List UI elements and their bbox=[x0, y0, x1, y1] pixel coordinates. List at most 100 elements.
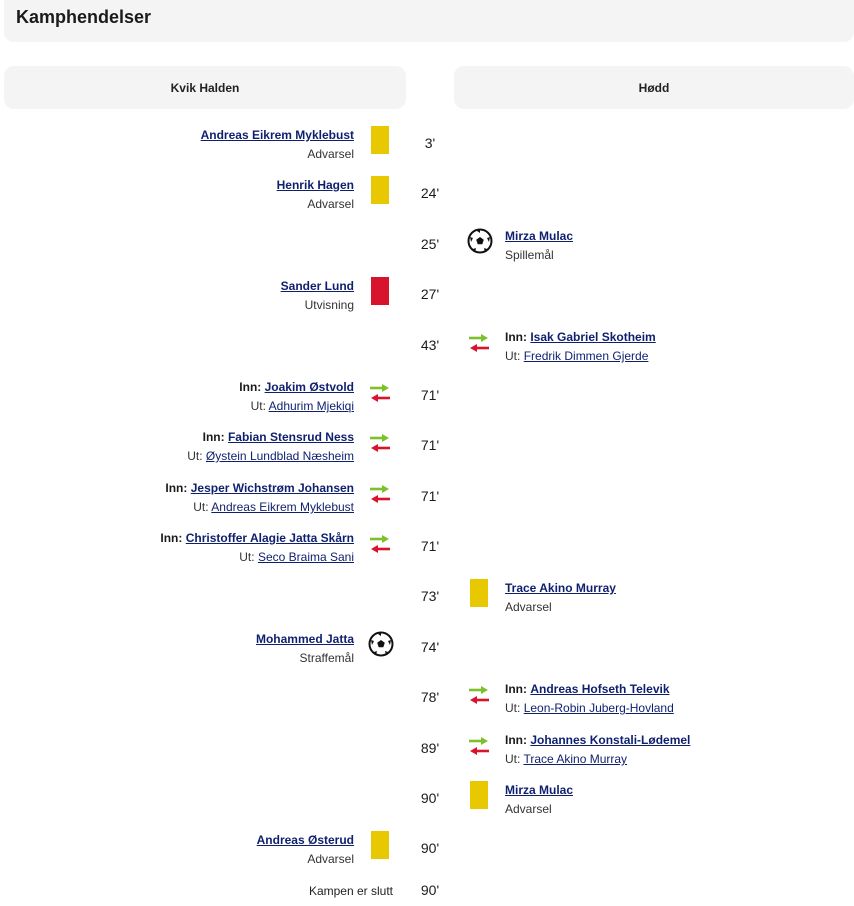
event-details: Henrik Hagen Advarsel bbox=[277, 176, 354, 214]
event-minute: 43' bbox=[410, 334, 450, 356]
sub-out-label: Ut: bbox=[239, 550, 254, 564]
player-line: Andreas Østerud bbox=[257, 831, 354, 850]
event-row: 90' Andreas Østerud Advarsel bbox=[0, 831, 854, 881]
substitution-details: Inn: Andreas Hofseth Televik Ut: Leon-Rob… bbox=[505, 680, 674, 718]
substitution-details: Inn: Joakim Østvold Ut: Adhurim Mjekiqi bbox=[239, 378, 354, 416]
sub-in-label: Inn: bbox=[239, 380, 261, 394]
player-link[interactable]: Andreas Eikrem Myklebust bbox=[201, 128, 354, 142]
substitution-details: Inn: Fabian Stensrud Ness Ut: Øystein Lun… bbox=[187, 428, 354, 466]
player-out-link[interactable]: Andreas Eikrem Myklebust bbox=[211, 500, 354, 514]
match-end-label: Kampen er slutt bbox=[309, 880, 393, 902]
event-row: 73' Trace Akino Murray Advarsel bbox=[0, 579, 854, 629]
event-row: 90' Kampen er slutt bbox=[0, 880, 854, 906]
sub-out-line: Ut: Øystein Lundblad Næsheim bbox=[187, 447, 354, 466]
event-icon-slot bbox=[369, 428, 391, 458]
player-in-link[interactable]: Isak Gabriel Skotheim bbox=[530, 330, 655, 344]
event-icon-slot bbox=[468, 227, 490, 257]
sub-out-line: Ut: Trace Akino Murray bbox=[505, 750, 690, 769]
event-description: Straffemål bbox=[256, 649, 354, 668]
event-row: 71' Inn: Jesper Wichstrøm Johansen Ut: And… bbox=[0, 479, 854, 529]
sub-in-line: Inn: Andreas Hofseth Televik bbox=[505, 680, 674, 699]
player-line: Mirza Mulac bbox=[505, 781, 573, 800]
event-minute: 73' bbox=[410, 585, 450, 607]
sub-in-line: Inn: Jesper Wichstrøm Johansen bbox=[165, 479, 354, 498]
player-in-link[interactable]: Andreas Hofseth Televik bbox=[530, 682, 669, 696]
substitution-details: Inn: Isak Gabriel Skotheim Ut: Fredrik Di… bbox=[505, 328, 656, 366]
sub-in-label: Inn: bbox=[160, 531, 182, 545]
page-title: Kamphendelser bbox=[16, 7, 151, 28]
event-minute: 71' bbox=[410, 535, 450, 557]
substitution-icon bbox=[468, 685, 490, 705]
player-out-link[interactable]: Fredrik Dimmen Gjerde bbox=[524, 349, 649, 363]
yellow-card-icon bbox=[371, 126, 389, 154]
player-out-link[interactable]: Leon-Robin Juberg-Hovland bbox=[524, 701, 674, 715]
event-minute: 71' bbox=[410, 485, 450, 507]
event-row: 71' Inn: Fabian Stensrud Ness Ut: Øystein … bbox=[0, 428, 854, 478]
player-in-link[interactable]: Jesper Wichstrøm Johansen bbox=[191, 481, 354, 495]
player-line: Trace Akino Murray bbox=[505, 579, 616, 598]
event-description: Spillemål bbox=[505, 246, 573, 265]
player-in-link[interactable]: Christoffer Alagie Jatta Skårn bbox=[186, 531, 354, 545]
event-description: Advarsel bbox=[201, 145, 354, 164]
sub-out-line: Ut: Andreas Eikrem Myklebust bbox=[165, 498, 354, 517]
event-icon-slot bbox=[369, 479, 391, 509]
player-out-link[interactable]: Seco Braima Sani bbox=[258, 550, 354, 564]
event-details: Mirza Mulac Advarsel bbox=[505, 781, 573, 819]
event-row: 43' Inn: Isak Gabriel Skotheim Ut: Fredrik… bbox=[0, 328, 854, 378]
sub-out-label: Ut: bbox=[251, 399, 266, 413]
event-description: Advarsel bbox=[505, 800, 573, 819]
player-link[interactable]: Mohammed Jatta bbox=[256, 632, 354, 646]
player-out-link[interactable]: Øystein Lundblad Næsheim bbox=[206, 449, 354, 463]
event-icon-slot bbox=[468, 328, 490, 358]
substitution-icon bbox=[369, 484, 391, 504]
event-row: 74' Mohammed Jatta Straffemål bbox=[0, 630, 854, 680]
event-description: Advarsel bbox=[277, 195, 354, 214]
event-minute: 3' bbox=[410, 132, 450, 154]
sub-in-label: Inn: bbox=[203, 430, 225, 444]
event-icon-slot bbox=[468, 579, 490, 609]
player-in-link[interactable]: Johannes Konstali-Lødemel bbox=[530, 733, 690, 747]
sub-out-label: Ut: bbox=[505, 701, 520, 715]
player-link[interactable]: Trace Akino Murray bbox=[505, 581, 616, 595]
away-team-header: Hødd bbox=[454, 66, 854, 109]
football-icon bbox=[467, 228, 493, 254]
sub-out-line: Ut: Seco Braima Sani bbox=[160, 548, 354, 567]
substitution-icon bbox=[468, 736, 490, 756]
player-out-link[interactable]: Trace Akino Murray bbox=[523, 752, 627, 766]
sub-out-line: Ut: Adhurim Mjekiqi bbox=[239, 397, 354, 416]
event-details: Andreas Østerud Advarsel bbox=[257, 831, 354, 869]
event-row: 78' Inn: Andreas Hofseth Televik Ut: Leon-… bbox=[0, 680, 854, 730]
player-in-link[interactable]: Joakim Østvold bbox=[265, 380, 354, 394]
event-minute: 78' bbox=[410, 686, 450, 708]
event-description: Advarsel bbox=[505, 598, 616, 617]
sub-out-label: Ut: bbox=[505, 752, 520, 766]
yellow-card-icon bbox=[371, 831, 389, 859]
player-in-link[interactable]: Fabian Stensrud Ness bbox=[228, 430, 354, 444]
substitution-details: Inn: Jesper Wichstrøm Johansen Ut: Andrea… bbox=[165, 479, 354, 517]
event-minute: 90' bbox=[410, 787, 450, 809]
event-icon-slot bbox=[468, 781, 490, 811]
player-link[interactable]: Sander Lund bbox=[281, 279, 354, 293]
sub-out-line: Ut: Leon-Robin Juberg-Hovland bbox=[505, 699, 674, 718]
player-line: Andreas Eikrem Myklebust bbox=[201, 126, 354, 145]
player-out-link[interactable]: Adhurim Mjekiqi bbox=[269, 399, 354, 413]
sub-out-label: Ut: bbox=[187, 449, 202, 463]
event-row: 24' Henrik Hagen Advarsel bbox=[0, 176, 854, 226]
yellow-card-icon bbox=[470, 579, 488, 607]
player-link[interactable]: Henrik Hagen bbox=[277, 178, 354, 192]
player-link[interactable]: Mirza Mulac bbox=[505, 783, 573, 797]
event-minute: 71' bbox=[410, 384, 450, 406]
player-link[interactable]: Mirza Mulac bbox=[505, 229, 573, 243]
sub-out-label: Ut: bbox=[193, 500, 208, 514]
event-minute: 90' bbox=[410, 837, 450, 859]
event-minute: 90' bbox=[410, 879, 450, 901]
football-icon bbox=[368, 631, 394, 657]
substitution-details: Inn: Johannes Konstali-Lødemel Ut: Trace … bbox=[505, 731, 690, 769]
event-details: Mohammed Jatta Straffemål bbox=[256, 630, 354, 668]
event-minute: 27' bbox=[410, 283, 450, 305]
player-line: Sander Lund bbox=[281, 277, 354, 296]
player-link[interactable]: Andreas Østerud bbox=[257, 833, 354, 847]
event-minute: 25' bbox=[410, 233, 450, 255]
event-icon-slot bbox=[369, 831, 391, 861]
event-details: Trace Akino Murray Advarsel bbox=[505, 579, 616, 617]
